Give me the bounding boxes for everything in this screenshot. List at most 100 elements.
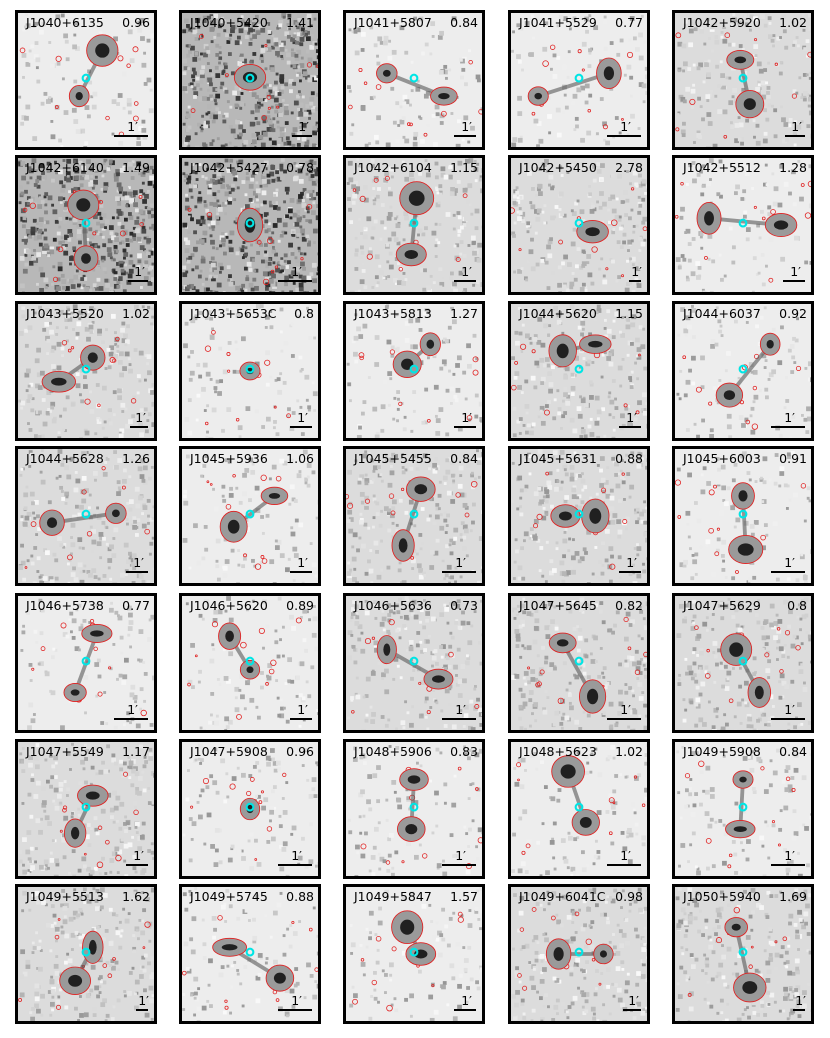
radio-image [511,13,647,147]
cutout-panel: J1043+5653C 0.8 1′ [179,301,321,441]
core-marker [574,656,584,666]
redshift-value: 0.78 [286,160,314,175]
core-marker [738,73,748,83]
source-name: J1049+6041C [519,889,606,904]
radio-image [18,449,154,583]
scale-bar [454,426,476,428]
radio-image [675,887,811,1021]
scale-label: 1′ [784,410,795,425]
scale-label: 1′ [455,555,466,570]
core-marker [738,509,748,519]
scale-label: 1′ [784,702,795,717]
radio-image [675,449,811,583]
core-marker [738,802,748,812]
cutout-panel: J1044+5620 1.15 1′ [508,301,650,441]
core-marker [574,364,584,374]
redshift-value: 1.15 [615,306,643,321]
radio-image [18,742,154,876]
radio-image [511,158,647,292]
scale-bar [785,135,805,137]
scale-bar [454,135,476,137]
core-marker [574,73,584,83]
core-marker [245,656,255,666]
scale-bar [623,1009,641,1011]
scale-bar [629,280,641,282]
scale-label: 1′ [620,119,631,134]
source-name: J1043+5813 [354,306,432,321]
redshift-value: 0.82 [615,598,643,613]
source-name: J1042+5920 [683,15,761,30]
radio-image [346,596,482,730]
scale-label: 1′ [791,119,802,134]
scale-label: 1′ [461,410,472,425]
redshift-value: 0.91 [779,451,807,466]
radio-image [511,596,647,730]
cutout-panel: J1047+5645 0.82 1′ [508,593,650,733]
cutout-panel: J1049+6041C 0.98 1′ [508,884,650,1024]
source-name: J1045+6003 [683,451,761,466]
source-name: J1048+5906 [354,744,432,759]
radio-image [346,449,482,583]
scale-label: 1′ [620,702,631,717]
redshift-value: 0.84 [779,744,807,759]
scale-bar [278,864,312,866]
scale-bar [290,571,312,573]
scale-bar [126,571,148,573]
scale-bar [793,1009,805,1011]
cutout-panel: J1044+6037 0.92 1′ [672,301,814,441]
scale-label: 1′ [620,848,631,863]
redshift-value: 0.77 [615,15,643,30]
redshift-value: 0.83 [450,744,478,759]
scale-label: 1′ [291,264,302,279]
redshift-value: 0.98 [615,889,643,904]
redshift-value: 1.02 [779,15,807,30]
radio-image [675,13,811,147]
scale-label: 1′ [626,555,637,570]
source-name: J1040+6135 [26,15,104,30]
core-marker [409,802,419,812]
scale-label: 1′ [626,410,637,425]
cutout-panel: J1042+6104 1.15 1′ [343,155,485,295]
scale-label: 1′ [133,555,144,570]
source-name: J1047+5908 [190,744,268,759]
cutout-panel: J1045+6003 0.91 1′ [672,446,814,586]
cutout-panel: J1046+5620 0.89 1′ [179,593,321,733]
core-marker [574,218,584,228]
radio-image [675,304,811,438]
scale-label: 1′ [297,702,308,717]
core-marker [81,218,91,228]
core-marker [245,218,255,228]
scale-bar [130,426,148,428]
redshift-value: 0.88 [615,451,643,466]
scale-bar [278,1009,312,1011]
scale-label: 1′ [631,264,642,279]
source-name: J1049+5908 [683,744,761,759]
core-marker [574,947,584,957]
redshift-value: 0.8 [787,598,807,613]
radio-image [182,596,318,730]
scale-bar [128,280,148,282]
scale-label: 1′ [795,993,806,1008]
redshift-value: 1.17 [122,744,150,759]
redshift-value: 0.92 [779,306,807,321]
scale-bar [136,1009,148,1011]
scale-bar [454,1009,476,1011]
scale-label: 1′ [784,848,795,863]
source-name: J1049+5513 [26,889,104,904]
cutout-panel: J1040+5420 1.41 1′ [179,10,321,150]
scale-label: 1′ [135,410,146,425]
cutout-panel: J1042+5512 1.28 1′ [672,155,814,295]
scale-bar [607,718,641,720]
radio-image [511,887,647,1021]
cutout-panel: J1049+5745 0.88 1′ [179,884,321,1024]
radio-image [346,887,482,1021]
source-name: J1041+5529 [519,15,597,30]
source-name: J1041+5807 [354,15,432,30]
core-marker [738,947,748,957]
scale-bar [619,571,641,573]
radio-image [511,742,647,876]
source-name: J1042+5512 [683,160,761,175]
scale-label: 1′ [297,410,308,425]
source-name: J1050+5940 [683,889,761,904]
scale-bar [292,135,312,137]
